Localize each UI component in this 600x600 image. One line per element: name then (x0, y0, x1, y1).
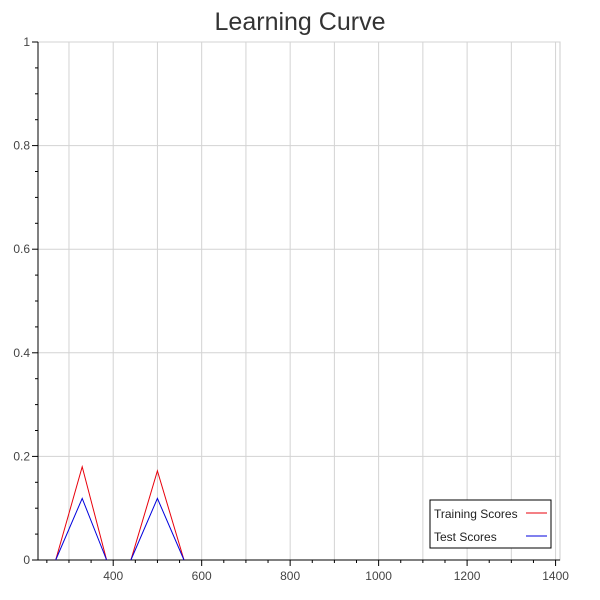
y-tick-label: 0 (23, 553, 30, 567)
x-tick-label: 800 (280, 569, 300, 583)
x-tick-label: 400 (103, 569, 123, 583)
legend-box (429, 499, 552, 549)
legend-label: Training Scores (434, 507, 518, 521)
series-line-training (55, 464, 185, 561)
legend-label: Test Scores (434, 530, 497, 544)
grid (38, 41, 560, 561)
y-tick-label: 0.8 (13, 139, 30, 153)
y-tick-label: 0.4 (13, 346, 30, 360)
x-tick-label: 600 (192, 569, 212, 583)
y-tick-label: 0.6 (13, 242, 30, 256)
chart-title: Learning Curve (214, 8, 386, 36)
legend: Training Scores Test Scores (429, 499, 552, 549)
series (55, 464, 185, 561)
x-tick-label: 1000 (365, 569, 392, 583)
y-tick-label: 0.2 (13, 449, 30, 463)
x-tick-label: 1200 (454, 569, 481, 583)
y-tick-label: 1 (23, 35, 30, 49)
series-line-test (55, 497, 185, 561)
plot-area (37, 41, 561, 561)
x-tick-label: 1400 (542, 569, 569, 583)
